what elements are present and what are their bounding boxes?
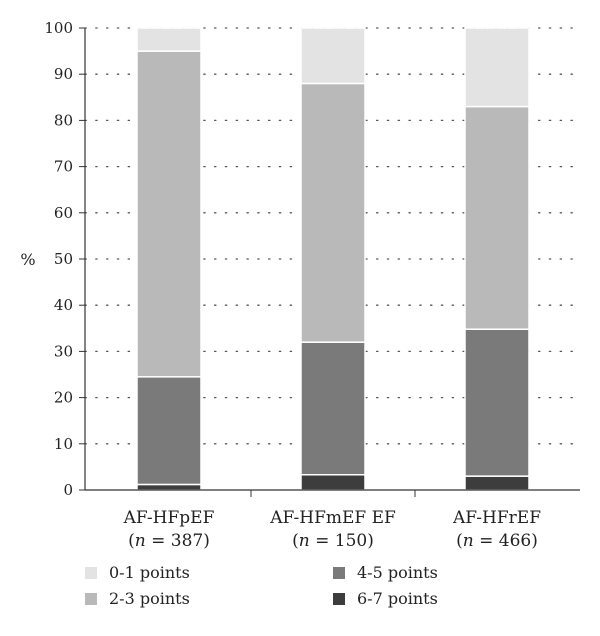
bar-segment — [136, 483, 202, 491]
y-tick-label: 70 — [54, 158, 73, 176]
x-category-count: (n = 466) — [456, 531, 538, 551]
y-tick-label: 60 — [54, 204, 73, 222]
y-tick-label: 50 — [54, 250, 73, 268]
count-variable: n — [299, 531, 310, 551]
y-tick-label: 0 — [63, 481, 73, 499]
y-tick-label: 90 — [54, 65, 73, 83]
bar-segment — [464, 27, 530, 108]
count-value: = 466) — [474, 531, 538, 551]
count-prefix: ( — [456, 531, 463, 551]
y-tick-label: 10 — [54, 435, 73, 453]
bar-segment — [464, 475, 530, 491]
x-category-label: AF-HFmEF EF — [269, 508, 396, 528]
bar-segment — [464, 328, 530, 477]
x-category-count: (n = 150) — [292, 531, 374, 551]
x-category-count: (n = 387) — [128, 531, 210, 551]
bar-segment — [300, 27, 366, 85]
x-category-label: AF-HFpEF — [123, 508, 215, 528]
bar-segment — [300, 82, 366, 343]
bar-segment — [136, 50, 202, 378]
legend-label: 4-5 points — [357, 563, 438, 582]
y-tick-labels: 0 10 20 30 40 50 60 70 80 90 100 — [44, 19, 85, 499]
count-variable: n — [135, 531, 146, 551]
count-value: = 150) — [310, 531, 374, 551]
legend-label: 0-1 points — [109, 563, 190, 582]
legend-swatch — [333, 593, 345, 605]
legend-label: 6-7 points — [357, 589, 438, 608]
x-category-label: AF-HFrEF — [452, 508, 541, 528]
legend-swatch — [85, 593, 97, 605]
bar-segment — [464, 105, 530, 330]
legend-swatch — [333, 567, 345, 579]
count-prefix: ( — [292, 531, 299, 551]
count-prefix: ( — [128, 531, 135, 551]
count-variable: n — [463, 531, 474, 551]
legend-label: 2-3 points — [109, 589, 190, 608]
y-tick-label: 100 — [44, 19, 73, 37]
bar-segment — [300, 341, 366, 476]
bar-segment — [300, 474, 366, 491]
bar-segment — [136, 27, 202, 52]
x-category-labels: AF-HFpEF(n = 387)AF-HFmEF EF(n = 150)AF-… — [123, 490, 541, 551]
bars — [136, 27, 530, 491]
y-tick-label: 20 — [54, 389, 73, 407]
y-axis-label: % — [20, 250, 35, 269]
y-tick-label: 80 — [54, 111, 73, 129]
count-value: = 387) — [146, 531, 210, 551]
bar-segment — [136, 376, 202, 486]
legend-swatch — [85, 567, 97, 579]
y-tick-label: 30 — [54, 342, 73, 360]
y-tick-label: 40 — [54, 296, 73, 314]
legend: 0-1 points 2-3 points 4-5 points 6-7 points — [85, 563, 438, 608]
